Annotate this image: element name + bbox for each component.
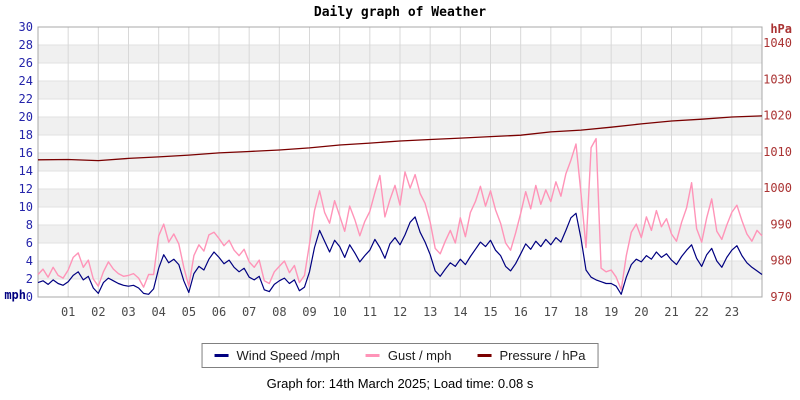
x-tick-label: 02 bbox=[91, 305, 105, 319]
y-right-tick-label: 980 bbox=[770, 254, 792, 268]
y-left-unit-label: mph bbox=[4, 288, 26, 302]
y-right-tick-label: 1020 bbox=[763, 109, 792, 123]
plot-border bbox=[37, 26, 763, 298]
y-right-tick-label: 1030 bbox=[763, 72, 792, 86]
pressure-line bbox=[37, 115, 763, 162]
y-left-tick-label: 10 bbox=[19, 200, 33, 214]
y-left-tick-label: 20 bbox=[19, 110, 33, 124]
y-left-tick-label: 4 bbox=[26, 254, 33, 268]
y-left-tick-label: 0 bbox=[26, 290, 33, 304]
x-tick-label: 17 bbox=[544, 305, 558, 319]
legend-item-pressure: Pressure / hPa bbox=[477, 348, 585, 363]
x-tick-label: 15 bbox=[483, 305, 497, 319]
x-tick-label: 05 bbox=[182, 305, 196, 319]
x-tick-label: 03 bbox=[121, 305, 135, 319]
legend-item-gust: Gust / mph bbox=[365, 348, 452, 363]
y-left-tick-label: 28 bbox=[19, 38, 33, 52]
y-left-tick-label: 18 bbox=[19, 128, 33, 142]
legend-label-wind-speed: Wind Speed /mph bbox=[236, 348, 340, 363]
y-right-tick-label: 1040 bbox=[763, 36, 792, 50]
x-tick-label: 13 bbox=[423, 305, 437, 319]
legend-label-gust: Gust / mph bbox=[387, 348, 452, 363]
y-right-unit-label: hPa bbox=[770, 22, 792, 36]
y-right-tick-label: 1010 bbox=[763, 145, 792, 159]
y-left-tick-label: 2 bbox=[26, 272, 33, 286]
y-left-tick-label: 26 bbox=[19, 56, 33, 70]
x-tick-label: 10 bbox=[332, 305, 346, 319]
x-tick-label: 12 bbox=[393, 305, 407, 319]
gust-line bbox=[37, 137, 763, 291]
legend-label-pressure: Pressure / hPa bbox=[499, 348, 586, 363]
x-tick-label: 09 bbox=[302, 305, 316, 319]
chart-title: Daily graph of Weather bbox=[313, 5, 487, 20]
x-tick-label: 20 bbox=[634, 305, 648, 319]
y-left-tick-label: 8 bbox=[26, 218, 33, 232]
y-left-tick-label: 12 bbox=[19, 182, 33, 196]
wind-speed-line bbox=[37, 212, 763, 295]
y-left-tick-label: 16 bbox=[19, 146, 33, 160]
x-tick-label: 22 bbox=[694, 305, 708, 319]
x-tick-label: 21 bbox=[664, 305, 678, 319]
x-tick-label: 19 bbox=[604, 305, 618, 319]
y-right-tick-label: 1000 bbox=[763, 181, 792, 195]
x-tick-label: 11 bbox=[363, 305, 377, 319]
legend-swatch-gust bbox=[365, 354, 380, 357]
x-tick-label: 07 bbox=[242, 305, 256, 319]
y-right-tick-label: 990 bbox=[770, 217, 792, 231]
y-left-tick-label: 14 bbox=[19, 164, 33, 178]
x-tick-label: 04 bbox=[151, 305, 165, 319]
legend-swatch-pressure bbox=[477, 354, 492, 357]
y-left-tick-label: 24 bbox=[19, 74, 33, 88]
x-tick-label: 16 bbox=[513, 305, 527, 319]
y-left-tick-label: 30 bbox=[19, 20, 33, 34]
x-tick-label: 06 bbox=[212, 305, 226, 319]
footer-caption: Graph for: 14th March 2025; Load time: 0… bbox=[266, 376, 534, 391]
y-left-tick-label: 22 bbox=[19, 92, 33, 106]
x-tick-label: 01 bbox=[61, 305, 75, 319]
x-tick-label: 14 bbox=[453, 305, 467, 319]
x-tick-label: 08 bbox=[272, 305, 286, 319]
chart-legend: Wind Speed /mph Gust / mph Pressure / hPa bbox=[201, 343, 599, 368]
x-tick-label: 18 bbox=[574, 305, 588, 319]
x-tick-label: 23 bbox=[725, 305, 739, 319]
legend-swatch-wind-speed bbox=[214, 354, 229, 357]
y-right-tick-label: 970 bbox=[770, 290, 792, 304]
legend-item-wind-speed: Wind Speed /mph bbox=[214, 348, 340, 363]
y-left-tick-label: 6 bbox=[26, 236, 33, 250]
